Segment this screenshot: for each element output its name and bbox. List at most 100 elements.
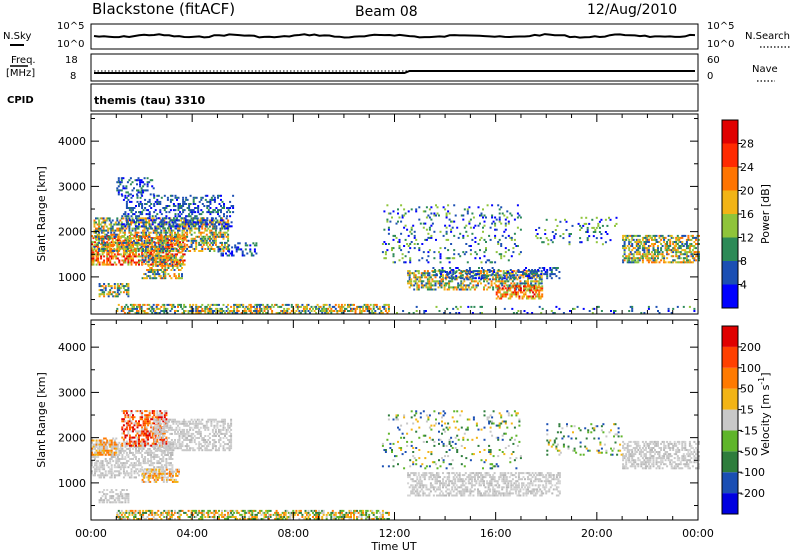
power-cell-1730 [215, 221, 218, 224]
power-cell-2037 [164, 262, 167, 265]
power-cell-1853 [149, 193, 152, 196]
power-cell-3965 [646, 236, 649, 239]
power-cell-3917 [638, 253, 641, 256]
power-cell-1621 [186, 221, 189, 224]
power-cell-2039 [164, 256, 167, 259]
power-cell-4074 [667, 238, 670, 241]
power-cell-2950 [510, 214, 513, 217]
power-cell-1236 [205, 233, 208, 236]
power-cell-3190 [467, 272, 470, 275]
power-cell-2842 [468, 206, 471, 209]
power-cell-2560 [348, 305, 351, 308]
velocity-cell-367 [148, 468, 151, 471]
power-cell-1141 [190, 239, 193, 242]
power-cell-1086 [181, 233, 184, 236]
power-cell-3637 [506, 289, 509, 292]
power-cell-571 [98, 223, 101, 226]
power-cell-3075 [434, 280, 437, 283]
power-cell-2017 [161, 264, 164, 267]
velocity-cell-187 [119, 458, 122, 460]
power-cell-2941 [507, 249, 510, 252]
power-cell-3308 [502, 272, 505, 275]
power-cell-545 [95, 235, 97, 238]
power-cell-1291 [213, 225, 216, 228]
power-cell-724 [122, 227, 125, 230]
power-cell-749 [126, 245, 129, 248]
power-cell-1369 [227, 235, 230, 238]
velocity-cell-262 [132, 451, 134, 454]
power-cell-2664 [394, 234, 396, 237]
power-cell-1207 [201, 235, 204, 238]
power-cell-3712 [536, 295, 539, 298]
power-cell-2139 [244, 242, 247, 245]
power-cell-2728 [421, 257, 424, 260]
velocity-cell-525 [171, 464, 174, 467]
power-cell-2549 [340, 303, 343, 306]
power-cell-4213 [693, 236, 696, 239]
power-cell-860 [143, 217, 146, 220]
velocity-cell-411 [154, 456, 157, 458]
power-cell-263 [138, 263, 140, 266]
power-cell-118 [110, 255, 113, 258]
power-cell-3488 [452, 277, 455, 280]
power-cell-2897 [491, 204, 494, 207]
power-cell-2597 [368, 305, 371, 308]
velocity-cell-145 [113, 445, 116, 448]
power-cell-3866 [629, 241, 632, 243]
power-cell-624 [107, 245, 110, 248]
power-cell-861 [145, 250, 148, 252]
power-cell-2660 [392, 238, 395, 241]
velocity-cell-147 [115, 474, 118, 477]
power-cell-3850 [628, 261, 631, 264]
power-cell-185 [124, 261, 127, 264]
power-cell-542 [93, 219, 96, 222]
power-cell-349 [154, 263, 157, 266]
power-cell-2170 [128, 312, 131, 314]
power-cell-471 [172, 239, 175, 242]
power-cell-3787 [591, 218, 594, 221]
power-cell-4057 [664, 247, 667, 250]
power-cell-1836 [140, 187, 143, 190]
power-cell-900 [151, 245, 154, 248]
power-cell-2295 [198, 305, 201, 308]
power-cell-1361 [225, 221, 228, 224]
power-cell-4107 [675, 249, 678, 252]
velocity-cell-42 [97, 468, 100, 471]
power-cell-647 [110, 231, 113, 234]
power-cell-4181 [687, 234, 690, 237]
velocity-cell-183 [119, 472, 122, 475]
power-cell-2408 [257, 303, 260, 306]
power-cell-3313 [505, 284, 508, 287]
power-cell-117 [110, 257, 113, 260]
power-cell-2120 [231, 246, 234, 249]
power-cell-4237 [412, 312, 415, 314]
power-cell-3603 [555, 275, 558, 278]
power-cell-3903 [637, 261, 640, 264]
power-cell-3685 [526, 295, 528, 298]
power-cell-4076 [669, 261, 672, 264]
power-cell-3818 [622, 261, 625, 264]
power-cell-3055 [428, 272, 431, 275]
power-cell-2871 [482, 230, 484, 233]
power-cell-3037 [425, 276, 428, 279]
power-cell-2445 [281, 312, 284, 314]
power-cell-4129 [678, 241, 681, 243]
power-cell-2312 [207, 303, 210, 306]
power-cell-2873 [482, 216, 484, 219]
power-cell-4214 [695, 259, 697, 262]
velocity-cell-425 [156, 443, 159, 446]
power-cell-2533 [333, 310, 336, 312]
power-cell-1841 [142, 185, 145, 188]
power-cell-569 [98, 227, 101, 230]
power-cell-2481 [302, 307, 305, 310]
power-cell-3742 [547, 243, 550, 246]
power-cell-740 [125, 241, 128, 244]
power-cell-2767 [435, 214, 437, 217]
power-cell-3074 [434, 282, 437, 285]
power-cell-1023 [170, 229, 173, 232]
power-cell-3595 [550, 277, 553, 280]
power-cell-1899 [115, 295, 118, 298]
power-cell-3044 [426, 274, 429, 277]
power-cell-1504 [156, 194, 159, 197]
power-cell-4119 [676, 243, 679, 245]
